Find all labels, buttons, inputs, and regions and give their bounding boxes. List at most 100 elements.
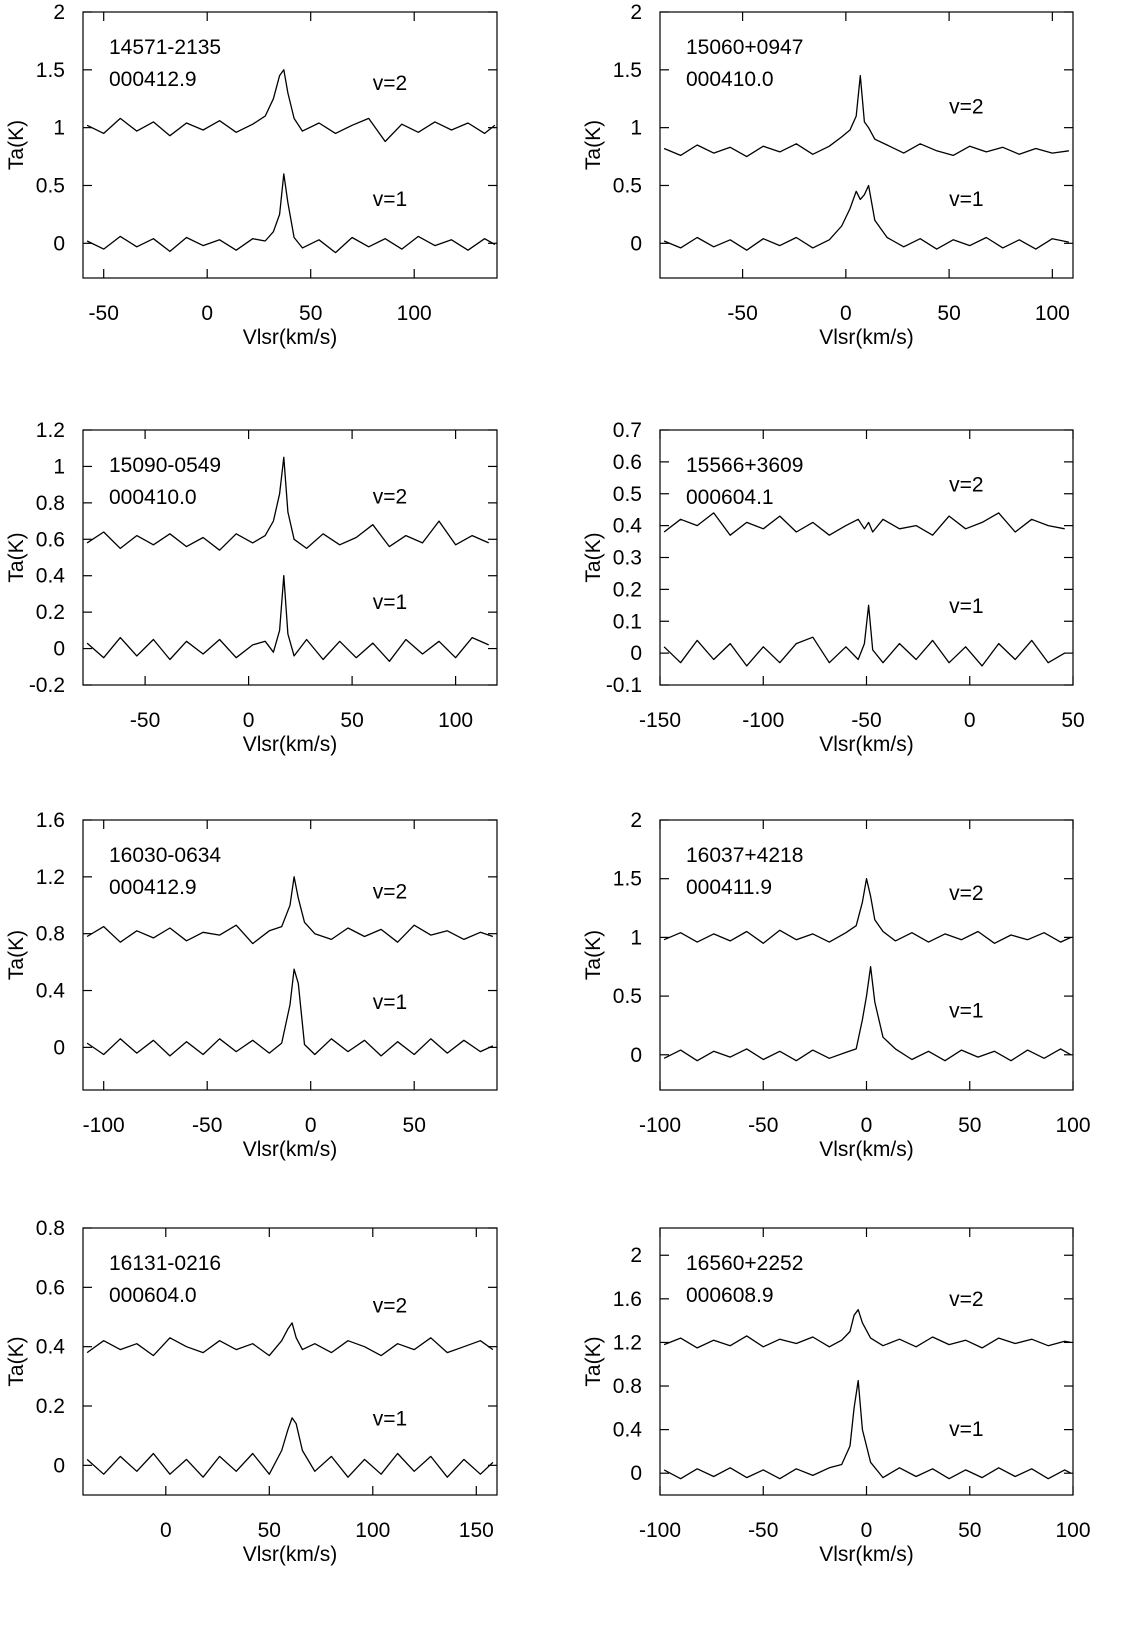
series-label: v=2: [949, 882, 983, 905]
series-label: v=2: [949, 474, 983, 497]
x-tick-label: 50: [958, 1114, 981, 1137]
y-tick-label: 0: [630, 1462, 642, 1485]
spectrum-line: [663, 878, 1072, 944]
y-axis-label: Ta(K): [582, 930, 605, 980]
y-tick-label: 0.7: [613, 419, 642, 442]
spectrum-line: [663, 74, 1069, 158]
x-axis-label: Vlsr(km/s): [819, 733, 913, 756]
x-tick-label: 50: [958, 1519, 981, 1542]
source-annotation: 16131-0216: [109, 1252, 221, 1275]
x-tick-label: 0: [160, 1519, 172, 1542]
x-tick-label: 0: [305, 1114, 317, 1137]
source-annotation: 000410.0: [109, 486, 197, 509]
y-tick-label: 0: [630, 642, 642, 665]
source-annotation: 000604.1: [686, 486, 774, 509]
y-tick-label: 0.4: [613, 515, 643, 538]
y-tick-label: 1: [53, 455, 65, 478]
y-tick-label: -0.2: [29, 674, 65, 697]
x-tick-label: 0: [840, 302, 852, 325]
source-annotation: 15090-0549: [109, 454, 221, 477]
x-tick-label: -50: [727, 302, 757, 325]
x-axis-label: Vlsr(km/s): [243, 326, 337, 349]
series-label: v=2: [949, 95, 983, 118]
x-tick-label: 50: [937, 302, 960, 325]
panel: -50 0 50 100 0 0.5 1 1.5 2 Vlsr(km/s) Ta(K) 14571-2…: [5, 1, 498, 349]
y-tick-label: 0.5: [613, 483, 642, 506]
x-tick-label: -50: [851, 709, 881, 732]
spectrum-line: [86, 456, 489, 551]
y-tick-label: 0.6: [36, 528, 65, 551]
panel: -100 -50 0 50 100 0 0.5 1 1.5 2 Vlsr(km/s) Ta(K) 160…: [582, 809, 1091, 1161]
x-tick-label: 0: [243, 709, 255, 732]
x-tick-label: 0: [201, 302, 213, 325]
y-axis-label: Ta(K): [5, 120, 28, 170]
y-tick-label: 1.5: [613, 59, 642, 82]
plot-frame: [82, 819, 498, 1091]
x-tick-label: 0: [964, 709, 976, 732]
spectrum-line: [663, 604, 1066, 667]
panel: -150 -100 -50 0 50 -0.1 0 0.1 0.2 0.3 0.4 0.5 0.6 0.7…: [582, 419, 1085, 756]
source-annotation: 000412.9: [109, 68, 197, 91]
y-tick-label: 0.8: [36, 492, 65, 515]
spectrum-line: [663, 512, 1065, 536]
x-axis-label: Vlsr(km/s): [243, 1543, 337, 1566]
x-tick-label: -50: [130, 709, 160, 732]
panel: -100 -50 0 50 0 0.4 0.8 1.2 1.6 Vlsr(km/s) Ta(K) 16…: [5, 809, 498, 1161]
x-tick-label: -50: [748, 1519, 778, 1542]
y-tick-label: 0.2: [613, 578, 642, 601]
panel: -100 -50 0 50 100 0 0.4 0.8 1.2 1.6 2 Vlsr(km/s) Ta(…: [582, 1227, 1091, 1566]
y-tick-label: 0: [53, 638, 65, 661]
spectrum-line: [663, 1379, 1072, 1480]
x-tick-label: 150: [459, 1519, 494, 1542]
x-tick-label: 100: [1055, 1519, 1090, 1542]
plot-frame: [82, 1227, 498, 1496]
y-tick-label: 0.2: [36, 601, 65, 624]
y-tick-label: 1: [53, 117, 65, 140]
y-tick-label: 1: [630, 117, 642, 140]
spectrum-line: [86, 968, 494, 1057]
x-tick-label: 50: [340, 709, 363, 732]
y-tick-label: 1.2: [36, 866, 65, 889]
x-axis-label: Vlsr(km/s): [819, 1138, 913, 1161]
y-tick-label: 0.6: [613, 451, 642, 474]
series-label: v=1: [373, 991, 407, 1014]
y-tick-label: 0.8: [36, 1217, 65, 1240]
x-tick-label: -150: [639, 709, 681, 732]
y-tick-label: 0.4: [36, 565, 66, 588]
x-tick-label: 100: [397, 302, 432, 325]
y-tick-label: 1.5: [613, 868, 642, 891]
x-tick-label: 0: [861, 1114, 873, 1137]
source-annotation: 000412.9: [109, 876, 197, 899]
spectrum-line: [663, 184, 1070, 251]
y-axis-label: Ta(K): [582, 532, 605, 582]
y-tick-label: 0: [53, 232, 65, 255]
source-annotation: 16037+4218: [686, 844, 803, 867]
x-tick-label: -50: [748, 1114, 778, 1137]
y-tick-label: 0.3: [613, 547, 642, 570]
y-tick-label: 2: [630, 1244, 642, 1267]
y-tick-label: 0.4: [36, 980, 66, 1003]
y-tick-label: 0.8: [613, 1375, 642, 1398]
y-tick-label: 1.2: [36, 419, 65, 442]
spectrum-line: [663, 1309, 1072, 1349]
series-label: v=2: [373, 880, 407, 903]
x-tick-label: 50: [258, 1519, 281, 1542]
source-annotation: 000410.0: [686, 68, 774, 91]
x-tick-label: -100: [639, 1114, 681, 1137]
source-annotation: 000604.0: [109, 1284, 197, 1307]
series-label: v=1: [949, 188, 983, 211]
y-tick-label: 1: [630, 926, 642, 949]
panel: -50 0 50 100 0 0.5 1 1.5 2 Vlsr(km/s) Ta(K) 15060+0…: [582, 1, 1074, 349]
series-label: v=2: [373, 72, 407, 95]
spectrum-line: [86, 173, 496, 254]
y-tick-label: 1.5: [36, 59, 65, 82]
spectrum-line: [86, 575, 489, 662]
y-tick-label: 2: [53, 1, 65, 24]
x-tick-label: 50: [299, 302, 322, 325]
series-label: v=1: [949, 595, 983, 618]
x-tick-label: -50: [192, 1114, 222, 1137]
source-annotation: 16030-0634: [109, 844, 221, 867]
plot-frame: [82, 11, 498, 279]
series-label: v=1: [949, 1418, 983, 1441]
y-axis-label: Ta(K): [5, 532, 28, 582]
